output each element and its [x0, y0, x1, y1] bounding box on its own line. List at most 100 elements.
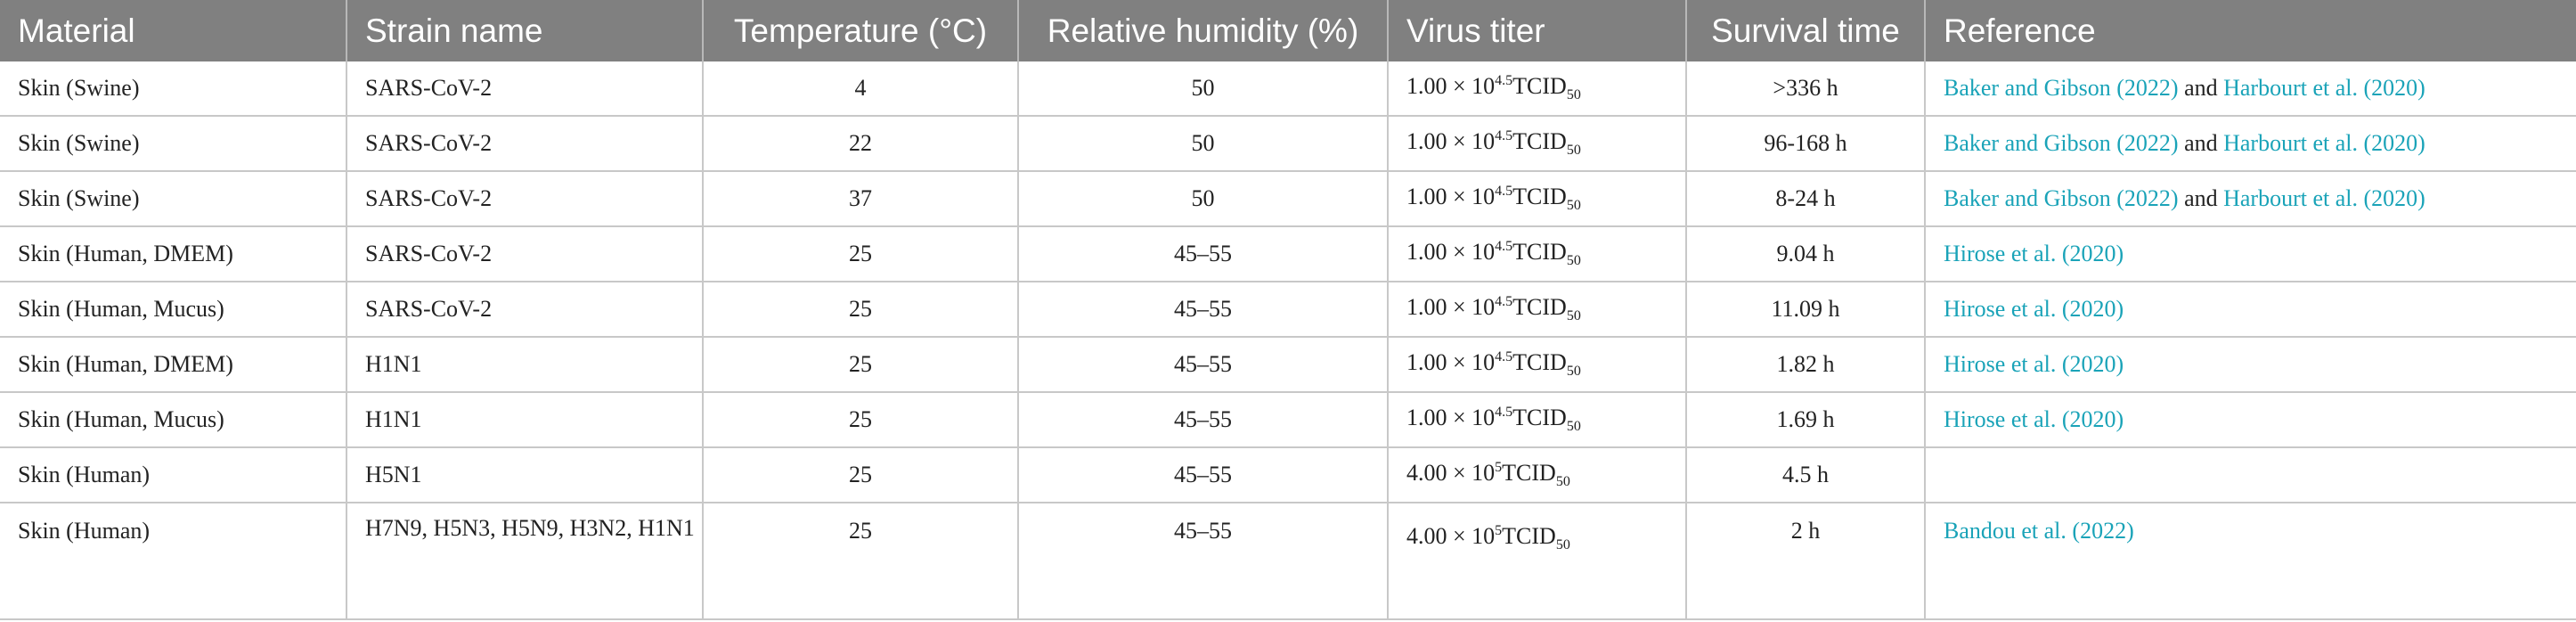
table-body: Skin (Swine) SARS-CoV-2 4 50 1.00 × 104.… [0, 61, 2576, 620]
cell-humidity: 45–55 [1017, 392, 1388, 448]
cell-titer: 1.00 × 104.5TCID50 [1387, 61, 1686, 117]
cell-strain: H1N1 [346, 392, 703, 448]
cell-humidity: 45–55 [1017, 447, 1388, 503]
cell-strain: SARS-CoV-2 [346, 282, 703, 338]
reference-separator: and [2178, 130, 2224, 156]
cell-reference [1924, 447, 2576, 503]
reference-link[interactable]: Bandou et al. (2022) [1944, 518, 2134, 544]
cell-material: Skin (Swine) [0, 116, 346, 172]
titer-subscript: 50 [1555, 474, 1570, 489]
cell-reference: Hirose et al. (2020) [1924, 337, 2576, 393]
cell-humidity: 45–55 [1017, 503, 1388, 620]
header-humidity: Relative humidity (%) [1017, 0, 1388, 61]
titer-exponent: 4.5 [1495, 349, 1513, 364]
titer-exponent: 4.5 [1495, 294, 1513, 309]
cell-temperature: 25 [702, 447, 1018, 503]
cell-reference: Hirose et al. (2020) [1924, 392, 2576, 448]
cell-survival: 8-24 h [1685, 171, 1925, 227]
titer-base: 1.00 × 10 [1406, 184, 1496, 209]
cell-reference: Baker and Gibson (2022) and Harbourt et … [1924, 171, 2576, 227]
cell-temperature: 25 [702, 503, 1018, 620]
titer-exponent: 4.5 [1495, 405, 1513, 420]
cell-material: Skin (Swine) [0, 61, 346, 117]
reference-link[interactable]: Harbourt et al. (2020) [2223, 185, 2425, 211]
cell-strain: SARS-CoV-2 [346, 61, 703, 117]
table-row: Skin (Human, DMEM) H1N1 25 45–55 1.00 × … [0, 337, 2576, 393]
titer-subscript: 50 [1566, 308, 1581, 323]
cell-temperature: 25 [702, 226, 1018, 282]
titer-unit: TCID [1512, 405, 1567, 430]
titer-exponent: 4.5 [1495, 239, 1513, 254]
table-row: Skin (Human) H5N1 25 45–55 4.00 × 105TCI… [0, 447, 2576, 503]
cell-material: Skin (Swine) [0, 171, 346, 227]
cell-humidity: 50 [1017, 61, 1388, 117]
reference-link[interactable]: Hirose et al. (2020) [1944, 351, 2124, 377]
cell-material: Skin (Human, Mucus) [0, 282, 346, 338]
titer-subscript: 50 [1566, 143, 1581, 158]
cell-material: Skin (Human, Mucus) [0, 392, 346, 448]
cell-survival: 2 h [1685, 503, 1925, 620]
header-survival: Survival time [1685, 0, 1925, 61]
cell-strain: SARS-CoV-2 [346, 116, 703, 172]
reference-separator: and [2178, 185, 2224, 211]
titer-exponent: 4.5 [1495, 73, 1513, 88]
cell-survival: 11.09 h [1685, 282, 1925, 338]
cell-temperature: 4 [702, 61, 1018, 117]
table-row: Skin (Swine) SARS-CoV-2 22 50 1.00 × 104… [0, 116, 2576, 172]
titer-subscript: 50 [1566, 87, 1581, 102]
reference-link[interactable]: Hirose et al. (2020) [1944, 241, 2124, 266]
table-row: Skin (Human, DMEM) SARS-CoV-2 25 45–55 1… [0, 226, 2576, 282]
cell-titer: 4.00 × 105TCID50 [1387, 503, 1686, 620]
table-row: Skin (Swine) SARS-CoV-2 37 50 1.00 × 104… [0, 171, 2576, 227]
cell-humidity: 45–55 [1017, 226, 1388, 282]
titer-unit: TCID [1512, 128, 1567, 154]
header-titer: Virus titer [1387, 0, 1686, 61]
titer-base: 1.00 × 10 [1406, 128, 1496, 154]
titer-subscript: 50 [1566, 198, 1581, 213]
table-row: Skin (Human, Mucus) SARS-CoV-2 25 45–55 … [0, 282, 2576, 338]
cell-reference: Bandou et al. (2022) [1924, 503, 2576, 620]
reference-link[interactable]: Harbourt et al. (2020) [2223, 75, 2425, 101]
cell-reference: Hirose et al. (2020) [1924, 226, 2576, 282]
cell-temperature: 22 [702, 116, 1018, 172]
cell-humidity: 50 [1017, 171, 1388, 227]
titer-base: 1.00 × 10 [1406, 405, 1496, 430]
cell-humidity: 50 [1017, 116, 1388, 172]
cell-survival: 4.5 h [1685, 447, 1925, 503]
reference-link[interactable]: Baker and Gibson (2022) [1944, 130, 2179, 156]
cell-strain: SARS-CoV-2 [346, 171, 703, 227]
titer-subscript: 50 [1566, 364, 1581, 379]
table-header: Material Strain name Temperature (°C) Re… [0, 0, 2576, 61]
titer-base: 4.00 × 10 [1406, 460, 1496, 486]
titer-unit: TCID [1512, 239, 1567, 265]
header-material: Material [0, 0, 346, 61]
titer-unit: TCID [1512, 294, 1567, 320]
header-temperature: Temperature (°C) [702, 0, 1018, 61]
cell-temperature: 25 [702, 337, 1018, 393]
reference-link[interactable]: Baker and Gibson (2022) [1944, 75, 2179, 101]
header-reference: Reference [1924, 0, 2576, 61]
reference-link[interactable]: Hirose et al. (2020) [1944, 406, 2124, 432]
cell-titer: 1.00 × 104.5TCID50 [1387, 171, 1686, 227]
cell-humidity: 45–55 [1017, 282, 1388, 338]
cell-material: Skin (Human) [0, 447, 346, 503]
titer-exponent: 5 [1495, 523, 1503, 538]
reference-link[interactable]: Hirose et al. (2020) [1944, 296, 2124, 322]
titer-subscript: 50 [1566, 419, 1581, 434]
cell-temperature: 25 [702, 392, 1018, 448]
table-row: Skin (Human) H7N9, H5N3, H5N9, H3N2, H1N… [0, 503, 2576, 620]
cell-titer: 1.00 × 104.5TCID50 [1387, 337, 1686, 393]
cell-material: Skin (Human) [0, 503, 346, 620]
cell-survival: >336 h [1685, 61, 1925, 117]
table-row: Skin (Human, Mucus) H1N1 25 45–55 1.00 ×… [0, 392, 2576, 448]
cell-titer: 1.00 × 104.5TCID50 [1387, 226, 1686, 282]
cell-temperature: 37 [702, 171, 1018, 227]
titer-exponent: 5 [1495, 460, 1503, 475]
cell-temperature: 25 [702, 282, 1018, 338]
titer-unit: TCID [1512, 184, 1567, 209]
reference-link[interactable]: Harbourt et al. (2020) [2223, 130, 2425, 156]
cell-titer: 1.00 × 104.5TCID50 [1387, 282, 1686, 338]
reference-link[interactable]: Baker and Gibson (2022) [1944, 185, 2179, 211]
cell-survival: 1.69 h [1685, 392, 1925, 448]
cell-strain: H7N9, H5N3, H5N9, H3N2, H1N1 [346, 503, 703, 620]
